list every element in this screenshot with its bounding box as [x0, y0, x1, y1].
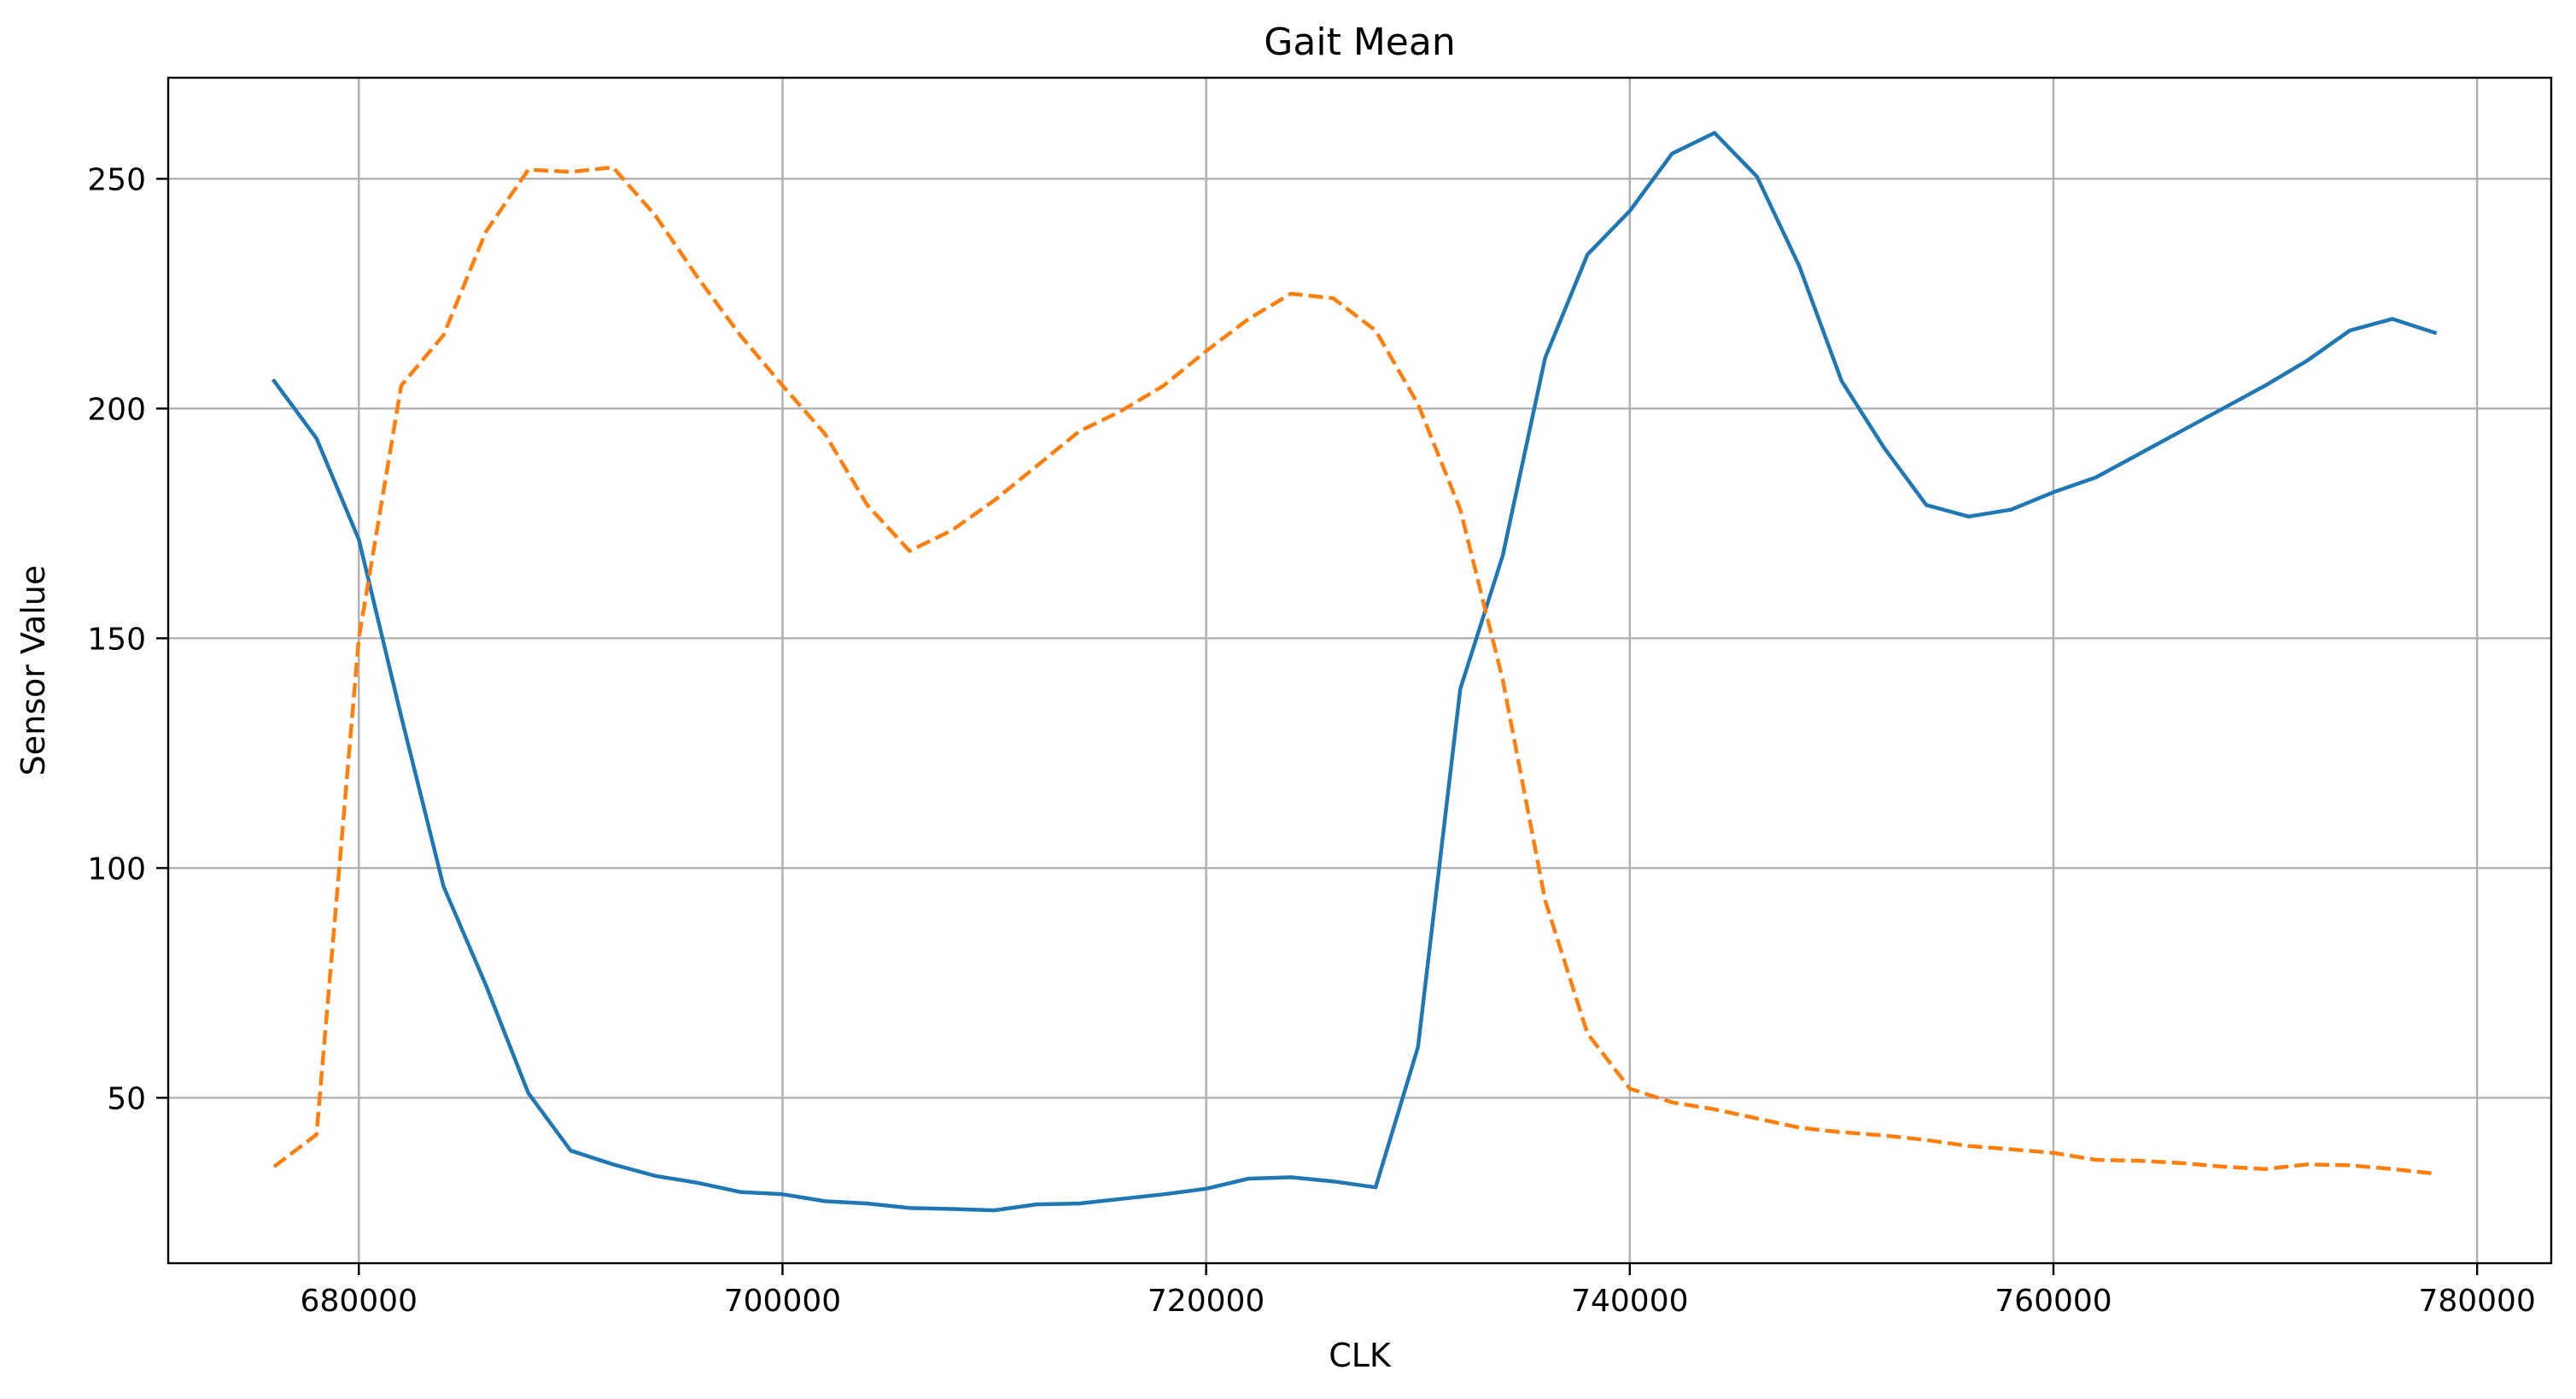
y-tick-label: 100 [87, 852, 146, 887]
y-tick-label: 50 [107, 1081, 146, 1116]
y-tick-label: 150 [87, 622, 146, 657]
y-tick-label: 200 [87, 392, 146, 427]
y-tick-label: 250 [87, 162, 146, 197]
x-axis-label: CLK [1329, 1337, 1392, 1374]
x-tick-label: 720000 [1148, 1284, 1265, 1319]
x-tick-label: 780000 [2418, 1284, 2535, 1319]
x-tick-label: 700000 [724, 1284, 841, 1319]
series-line-1 [271, 131, 2438, 1213]
y-axis-label: Sensor Value [15, 565, 52, 776]
plot-area-frame [166, 76, 2553, 1265]
chart-title: Gait Mean [1264, 20, 1455, 64]
grid-lines [168, 78, 2551, 1263]
series-line-2 [272, 165, 2435, 1176]
x-tick-label: 760000 [1995, 1284, 2112, 1319]
x-tick-label: 680000 [301, 1284, 418, 1319]
axis-ticks: 680000 700000 720000 740000 760000 780000 50 10… [87, 162, 2536, 1319]
x-tick-label: 740000 [1571, 1284, 1688, 1319]
data-series [271, 131, 2438, 1213]
